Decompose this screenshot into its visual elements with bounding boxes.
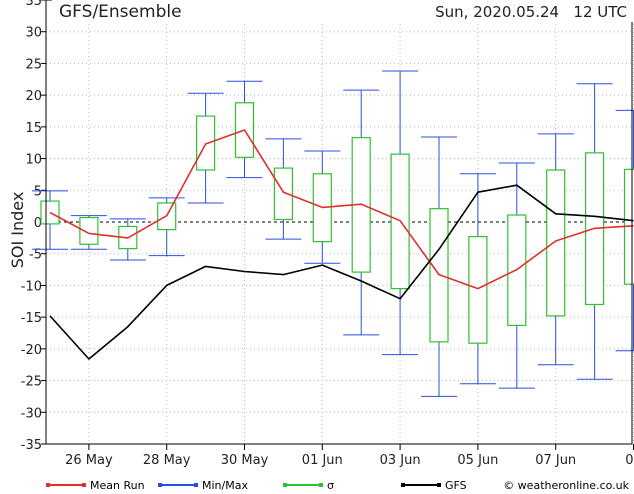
legend-swatch-end <box>46 483 50 487</box>
legend-swatch-end <box>283 483 287 487</box>
sigma-box <box>197 116 215 170</box>
credit-text: © weatheronline.co.uk <box>503 479 629 490</box>
y-tick-label: 30 <box>25 26 42 41</box>
y-tick-label: 15 <box>25 121 42 136</box>
x-tick-label: 26 May <box>65 453 113 468</box>
legend-label: Mean Run <box>90 479 145 490</box>
legend-swatch-end <box>437 483 441 487</box>
chart-datetime: Sun, 2020.05.24 12 UTC <box>435 3 627 21</box>
sigma-box <box>41 201 59 224</box>
x-tick-label: 09 <box>625 453 634 468</box>
legend-label: Min/Max <box>202 479 248 490</box>
y-tick-label: -15 <box>21 311 42 326</box>
y-tick-label: 5 <box>34 184 42 199</box>
chart-title: GFS/Ensemble <box>59 2 182 22</box>
y-tick-label: 20 <box>25 89 42 104</box>
legend-swatch-end <box>82 483 86 487</box>
y-tick-label: -10 <box>21 279 42 294</box>
y-tick-label: -35 <box>21 438 42 453</box>
legend-swatch-end <box>401 483 405 487</box>
sigma-box <box>469 237 487 344</box>
y-tick-label: -30 <box>21 406 42 421</box>
y-tick-label: -25 <box>21 375 42 390</box>
legend-label: GFS <box>445 479 467 490</box>
legend-label: σ <box>327 479 334 490</box>
x-tick-label: 03 Jun <box>380 453 421 468</box>
x-tick-label: 05 Jun <box>457 453 498 468</box>
y-tick-label: -20 <box>21 343 42 358</box>
y-tick-label: 10 <box>25 153 42 168</box>
y-axis-label: SOI Index <box>8 192 27 269</box>
sigma-box <box>274 168 292 219</box>
sigma-box <box>547 170 565 316</box>
legend-swatch-end <box>158 483 162 487</box>
y-tick-label: 25 <box>25 57 42 72</box>
x-tick-label: 01 Jun <box>302 453 343 468</box>
y-tick-label: -5 <box>29 248 42 263</box>
legend-swatch-end <box>194 483 198 487</box>
x-tick-label: 07 Jun <box>535 453 576 468</box>
y-tick-label: 35 <box>25 0 42 9</box>
legend-swatch-end <box>319 483 323 487</box>
x-tick-label: 28 May <box>143 453 191 468</box>
x-tick-label: 30 May <box>221 453 269 468</box>
